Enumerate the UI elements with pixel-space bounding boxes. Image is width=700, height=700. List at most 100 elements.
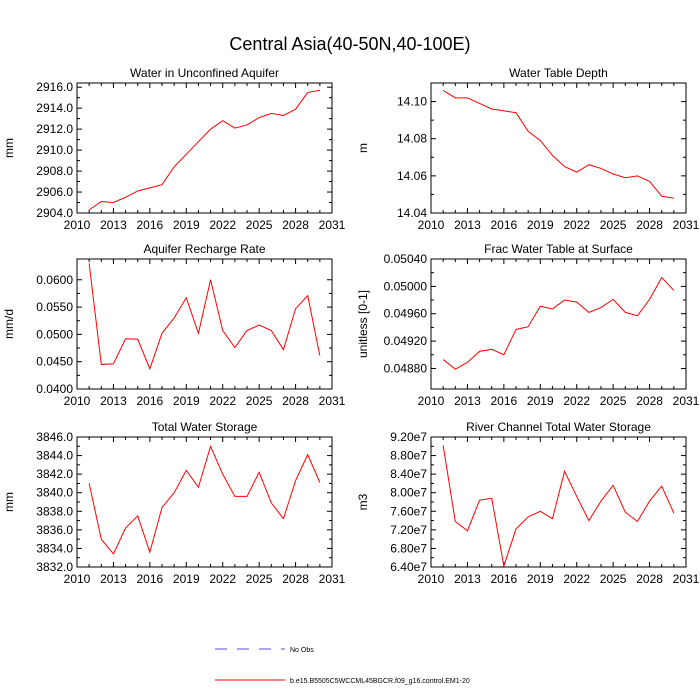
y-axis-label: unitless [0-1] [356,290,370,358]
panel-title: Water Table Depth [509,66,608,80]
x-tick-label: 2019 [173,394,200,408]
x-tick-label: 2016 [491,394,518,408]
panel-4: Frac Water Table at Surface unitless [0-1… [356,242,700,408]
y-tick-label: 3842.0 [36,467,73,481]
y-tick-label: 8.00e7 [390,486,427,500]
y-tick-label: 3846.0 [36,430,73,444]
y-axis-label: m3 [356,493,370,510]
y-tick-label: 0.0500 [36,327,73,341]
x-tick-label: 2025 [246,394,273,408]
y-axis-label: mm [2,138,16,158]
y-tick-label: 0.04920 [384,334,428,348]
panel-1: Water in Unconfined Aquifer mm 2010 2013 201… [2,66,346,232]
panel-5: Total Water Storage mm 2010 2013 2016 2019 202… [2,420,346,586]
y-axis-label: m [356,143,370,153]
x-tick-label: 2022 [209,572,236,586]
x-tick-label: 2019 [173,572,200,586]
x-tick-label: 2031 [673,572,700,586]
y-tick-label: 2916.0 [36,80,73,94]
x-tick-label: 2016 [137,394,164,408]
panel-frame [430,436,687,568]
y-tick-label: 0.0450 [36,355,73,369]
x-tick-label: 2028 [636,394,663,408]
y-tick-label: 2904.0 [36,206,73,220]
y-tick-label: 2910.0 [36,143,73,157]
x-tick-label: 2010 [418,572,445,586]
y-axis-label: mm/d [2,309,16,339]
figure-title: Central Asia(40-50N,40-100E) [229,34,470,54]
x-tick-label: 2016 [491,218,518,232]
x-tick-label: 2016 [491,572,518,586]
panel-6: River Channel Total Water Storage m3 2010 2… [356,420,700,586]
y-tick-label: 2914.0 [36,101,73,115]
x-tick-label: 2028 [636,572,663,586]
y-tick-label: 0.0400 [36,382,73,396]
series-line [442,276,675,370]
x-tick-label: 2025 [600,218,627,232]
x-tick-label: 2019 [527,218,554,232]
y-tick-label: 6.40e7 [390,560,427,574]
y-tick-label: 8.40e7 [390,467,427,481]
x-tick-label: 2025 [246,218,273,232]
panel-title: Frac Water Table at Surface [484,242,633,256]
series-line [442,445,675,567]
panel-frame [430,82,687,214]
x-tick-label: 2028 [282,218,309,232]
x-tick-label: 2022 [209,218,236,232]
legend-label-no-obs: No Obs [290,647,314,654]
series-line [88,263,321,371]
panel-3: Aquifer Recharge Rate mm/d 2010 2013 2016 201… [2,242,346,408]
panel-frame [430,258,687,390]
y-tick-label: 2908.0 [36,164,73,178]
y-tick-label: 0.05000 [384,279,428,293]
x-tick-label: 2019 [527,394,554,408]
y-tick-label: 14.10 [397,95,427,109]
y-axis-label: mm [2,492,16,512]
panel-frame [76,258,333,390]
panel-frame [76,82,333,214]
panel-2: Water Table Depth m 2010 2013 2016 2019 2022 20… [356,66,700,232]
x-tick-label: 2022 [563,394,590,408]
x-tick-label: 2028 [282,572,309,586]
x-tick-label: 2031 [673,394,700,408]
y-tick-label: 3834.0 [36,541,73,555]
y-tick-label: 0.04880 [384,361,428,375]
y-tick-label: 3844.0 [36,449,73,463]
x-tick-label: 2022 [563,572,590,586]
x-tick-label: 2010 [64,218,91,232]
y-tick-label: 0.05040 [384,252,428,266]
panel-frame [76,436,333,568]
y-tick-label: 3838.0 [36,504,73,518]
x-tick-label: 2010 [64,572,91,586]
y-tick-label: 8.80e7 [390,449,427,463]
x-tick-label: 2016 [137,218,164,232]
x-tick-label: 2025 [600,572,627,586]
x-tick-label: 2019 [527,572,554,586]
y-tick-label: 3832.0 [36,560,73,574]
y-tick-label: 14.08 [397,132,427,146]
x-tick-label: 2013 [454,572,481,586]
y-tick-label: 14.04 [397,206,427,220]
x-tick-label: 2028 [282,394,309,408]
y-tick-label: 2912.0 [36,122,73,136]
y-tick-label: 2906.0 [36,185,73,199]
x-tick-label: 2031 [319,572,346,586]
y-tick-label: 0.0550 [36,300,73,314]
x-tick-label: 2031 [319,394,346,408]
panel-title: Total Water Storage [152,420,258,434]
panel-title: River Channel Total Water Storage [466,420,651,434]
y-tick-label: 0.04960 [384,307,428,321]
x-tick-label: 2031 [673,218,700,232]
x-tick-label: 2025 [246,572,273,586]
x-tick-label: 2016 [137,572,164,586]
x-tick-label: 2010 [64,394,91,408]
series-line [442,90,674,199]
x-tick-label: 2022 [563,218,590,232]
panels-container: Water in Unconfined Aquifer mm 2010 2013 201… [2,66,700,586]
y-tick-label: 3840.0 [36,486,73,500]
series-line [88,444,321,555]
x-tick-label: 2013 [454,218,481,232]
x-tick-label: 2028 [636,218,663,232]
x-tick-label: 2010 [418,394,445,408]
